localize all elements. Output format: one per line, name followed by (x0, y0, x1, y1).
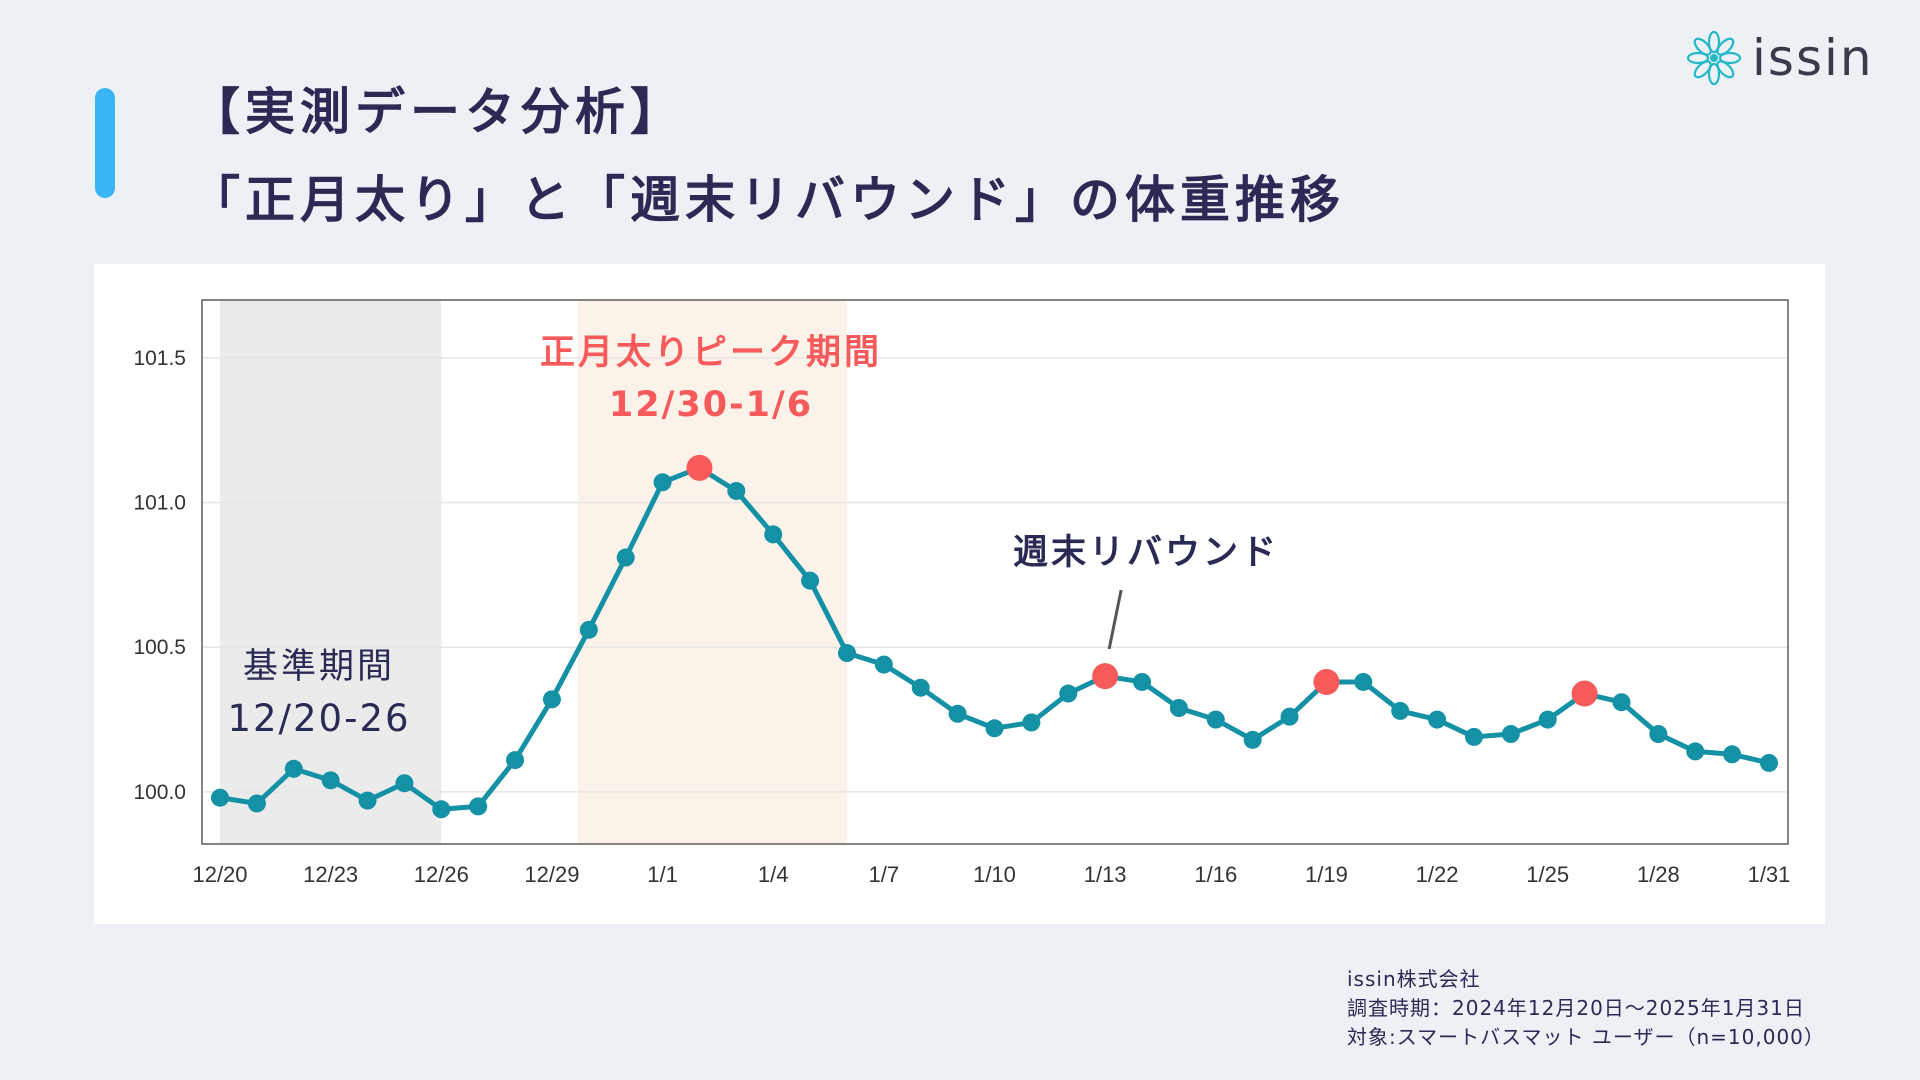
annotation-label: 週末リバウンド (1013, 533, 1279, 573)
footer-period: 調査時期：2024年12月20日～2025年1月31日 (1347, 996, 1805, 1020)
data-point (653, 473, 672, 492)
highlight-point (686, 454, 713, 481)
data-point (1206, 710, 1225, 729)
plot-frame (201, 299, 1789, 845)
data-point (506, 751, 525, 770)
data-point (1059, 684, 1078, 703)
data-point (579, 620, 598, 639)
data-point (469, 797, 488, 816)
title-accent-bar (95, 88, 115, 198)
x-tick-label: 1/22 (1416, 862, 1459, 887)
x-tick-label: 1/1 (647, 862, 678, 887)
peak-band-sublabel: 12/30-1/6 (609, 385, 813, 425)
data-point (542, 690, 561, 709)
peak-band-label: 正月太りピーク期間 (540, 333, 882, 373)
issin-logo: issin (1684, 28, 1874, 88)
x-tick-label: 12/26 (414, 862, 469, 887)
highlight-point (1313, 668, 1340, 695)
data-point (727, 481, 746, 500)
baseline-band-sublabel: 12/20-26 (227, 697, 410, 740)
data-point (1612, 693, 1631, 712)
weight-series-line (219, 465, 1770, 812)
data-point (1501, 725, 1520, 744)
page-title-line2: 「正月太り」と「週末リバウンド」の体重推移 (190, 171, 1345, 229)
data-point (247, 794, 266, 813)
data-point (616, 548, 635, 567)
data-point (1280, 707, 1299, 726)
data-point (432, 800, 451, 819)
data-point (1723, 745, 1742, 764)
data-point (764, 525, 783, 544)
data-point (1686, 742, 1705, 761)
footer-company: issin株式会社 (1347, 967, 1481, 991)
data-point (985, 719, 1004, 738)
page-title-line1: 【実測データ分析】 (190, 83, 685, 141)
y-tick-label: 100.0 (133, 781, 186, 804)
x-tick-label: 1/25 (1526, 862, 1569, 887)
chart-card: 100.0 100.5 101.0 101.5 12/20 12/23 12/26 12/29… (94, 264, 1825, 924)
data-point (874, 655, 893, 674)
logo-text: issin (1752, 29, 1874, 87)
x-tick-label: 1/19 (1305, 862, 1348, 887)
x-tick-label: 1/13 (1084, 862, 1127, 887)
weight-line-chart: 100.0 100.5 101.0 101.5 12/20 12/23 12/26 12/29… (133, 299, 1791, 887)
data-point (321, 771, 340, 790)
data-point (1428, 710, 1447, 729)
footer-notes: issin株式会社 調査時期：2024年12月20日～2025年1月31日 対象… (1347, 965, 1825, 1052)
data-point (358, 791, 377, 810)
x-tick-label: 1/28 (1637, 862, 1680, 887)
x-tick-label: 12/29 (524, 862, 579, 887)
data-point (1464, 727, 1483, 746)
flower-icon (1686, 30, 1742, 86)
x-tick-label: 1/31 (1748, 862, 1791, 887)
data-point (948, 704, 967, 723)
baseline-band-label: 基準期間 (243, 647, 395, 687)
data-point (1022, 713, 1041, 732)
data-point (1760, 753, 1778, 772)
annotation-leader-line (1107, 589, 1123, 650)
y-tick-label: 101.0 (133, 492, 186, 515)
data-point (1649, 725, 1668, 744)
data-point (1354, 672, 1373, 691)
highlight-point (1092, 663, 1119, 690)
data-point (801, 571, 820, 590)
data-point (1169, 699, 1188, 717)
data-point (1133, 672, 1152, 691)
data-point (1538, 710, 1557, 729)
data-point (211, 788, 229, 807)
data-point (1391, 701, 1410, 720)
data-point (911, 678, 930, 697)
data-point (395, 774, 414, 793)
data-point (837, 644, 856, 663)
highlight-point (1571, 680, 1598, 707)
y-tick-label: 100.5 (133, 636, 186, 659)
x-tick-label: 1/4 (758, 862, 789, 887)
x-tick-label: 1/7 (869, 862, 900, 887)
data-point (1243, 730, 1262, 749)
x-tick-label: 1/10 (973, 862, 1016, 887)
x-tick-label: 12/20 (192, 862, 247, 887)
x-tick-label: 1/16 (1194, 862, 1237, 887)
x-tick-label: 12/23 (303, 862, 358, 887)
baseline-band (220, 300, 442, 844)
data-point (284, 759, 303, 778)
footer-target: 対象:スマートバスマット ユーザー（n=10,000） (1347, 1025, 1825, 1049)
y-tick-label: 101.5 (133, 347, 186, 370)
